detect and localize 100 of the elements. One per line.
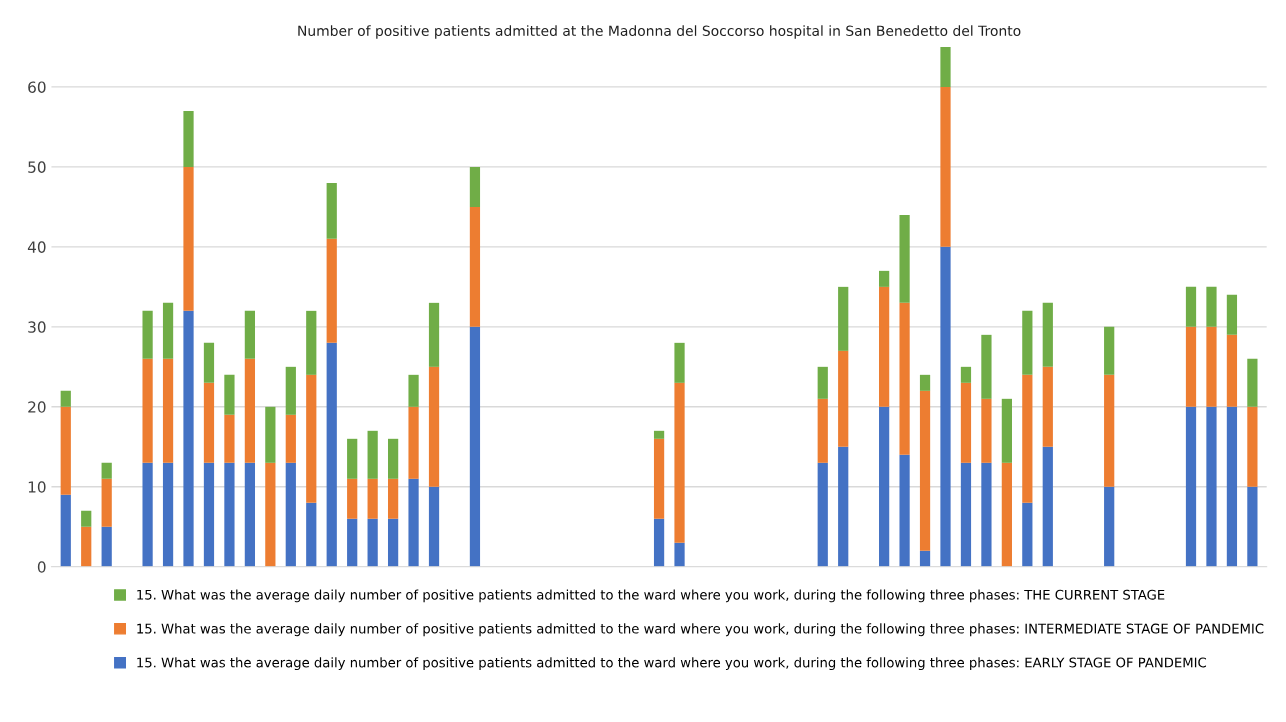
bar	[674, 542, 685, 567]
bar	[817, 398, 828, 463]
bar	[387, 518, 399, 567]
y-tick-label: 30	[28, 321, 46, 333]
bar	[428, 486, 440, 567]
bar	[347, 478, 358, 519]
bar	[940, 246, 951, 567]
bar	[960, 382, 972, 463]
bar	[183, 110, 194, 167]
bar	[899, 214, 910, 303]
bar	[81, 510, 92, 527]
bar	[940, 46, 951, 87]
bar	[428, 366, 440, 487]
bar	[224, 414, 235, 463]
bar	[162, 302, 174, 359]
bar	[101, 462, 112, 479]
bar	[653, 518, 665, 567]
bar	[101, 526, 112, 567]
bar	[981, 462, 992, 567]
bar	[203, 382, 215, 463]
bar	[244, 310, 256, 359]
bar	[306, 310, 317, 375]
bar	[981, 334, 992, 399]
bar	[1247, 406, 1258, 487]
bar	[960, 366, 972, 383]
bar	[469, 166, 481, 207]
bar	[1022, 502, 1033, 567]
legend-label: 15. What was the average daily number of positive patients admitted to the ward where you work, during the following three phases: INTERMEDIATE STAGE OF PANDEMIC	[137, 623, 1264, 637]
bar	[653, 430, 665, 439]
bar	[1185, 286, 1197, 327]
bar	[879, 406, 890, 567]
legend-label: 15. What was the average daily number of positive patients admitted to the ward where you work, during the following three phases: THE CURRENT STAGE	[137, 589, 1165, 603]
bar	[387, 478, 399, 519]
bar	[347, 438, 358, 479]
chart-title: Number of positive patients admitted at the Madonna del Soccorso hospital in San Benedetto del Tronto	[298, 25, 1021, 39]
y-tick-label: 10	[28, 481, 46, 493]
bar	[1206, 286, 1217, 327]
bar	[244, 462, 256, 567]
bar	[1001, 462, 1012, 567]
bar	[981, 398, 992, 463]
bar	[1104, 486, 1115, 567]
bar	[60, 494, 71, 567]
bar	[183, 310, 194, 567]
bar	[817, 462, 828, 567]
bar	[469, 206, 481, 327]
bar	[326, 182, 337, 239]
bar	[1226, 334, 1238, 407]
bar	[1042, 366, 1053, 447]
bar	[838, 446, 849, 567]
bar	[919, 390, 931, 551]
bar	[408, 406, 419, 479]
y-tick-label: 20	[28, 401, 46, 413]
bar	[919, 374, 931, 391]
bar	[838, 350, 849, 447]
y-tick-label: 50	[28, 161, 46, 173]
bar	[1185, 326, 1197, 407]
legend-label: 15. What was the average daily number of positive patients admitted to the ward where you work, during the following three phases: EARLY STAGE OF PANDEMIC	[137, 657, 1207, 671]
bar	[60, 390, 71, 407]
bar	[1104, 326, 1115, 375]
bar	[817, 366, 828, 399]
bar	[60, 406, 71, 495]
bar	[285, 414, 296, 463]
bar	[674, 382, 685, 543]
bar	[244, 358, 256, 463]
y-tick-label: 40	[27, 241, 46, 253]
bar	[387, 438, 399, 479]
bar	[203, 462, 215, 567]
bar	[142, 462, 153, 567]
bar	[203, 342, 215, 383]
bar	[940, 86, 951, 247]
bar	[326, 238, 337, 343]
bar	[1001, 398, 1012, 463]
bar	[265, 406, 276, 463]
bar	[1022, 374, 1033, 503]
bar	[224, 374, 235, 415]
bar	[265, 462, 276, 567]
bar	[142, 358, 153, 463]
bar	[367, 478, 378, 519]
bar	[1022, 310, 1033, 375]
bar	[1206, 326, 1217, 407]
bar	[306, 502, 317, 567]
bar	[1226, 406, 1238, 567]
bar	[81, 526, 92, 567]
bar	[1104, 374, 1115, 487]
bar	[408, 478, 419, 567]
bar	[1185, 406, 1197, 567]
bar	[326, 342, 337, 567]
bar	[142, 310, 153, 359]
bar	[1247, 358, 1258, 407]
bar	[1042, 446, 1053, 567]
bar	[469, 326, 481, 567]
bar	[367, 518, 378, 567]
bar	[285, 366, 296, 415]
bar	[879, 270, 890, 287]
bar	[224, 462, 235, 567]
bar	[674, 342, 685, 383]
bar	[1226, 294, 1238, 335]
y-tick-label: 60	[28, 81, 46, 93]
bar	[428, 302, 440, 367]
bar	[838, 286, 849, 351]
